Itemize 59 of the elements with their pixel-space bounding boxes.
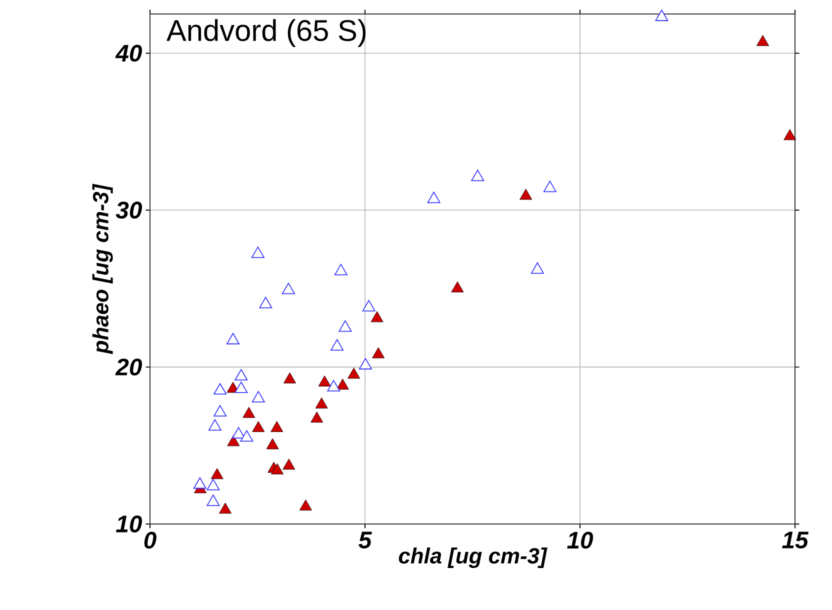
- point: [334, 264, 348, 276]
- point: [372, 347, 385, 358]
- point: [756, 35, 770, 46]
- point: [251, 246, 264, 258]
- point: [330, 339, 344, 351]
- point: [282, 458, 296, 470]
- x-axis-title: chla [ug cm-3]: [398, 548, 548, 568]
- point: [214, 383, 227, 395]
- point: [348, 368, 360, 379]
- point: [240, 430, 254, 442]
- x-tick-label: 10: [567, 532, 594, 549]
- point: [219, 502, 232, 514]
- x-tick-label: 15: [782, 532, 809, 548]
- point: [206, 494, 220, 506]
- x-tick-label: 5: [358, 532, 372, 548]
- point: [315, 398, 328, 408]
- point: [284, 372, 296, 384]
- point: [252, 390, 265, 402]
- point: [451, 281, 464, 292]
- point: [252, 421, 265, 432]
- point: [310, 412, 324, 423]
- x-tick-label: 0: [144, 532, 156, 549]
- y-tick-label: 40: [115, 44, 142, 62]
- point: [784, 129, 796, 140]
- point: [471, 170, 484, 182]
- point: [370, 311, 384, 322]
- point: [543, 180, 556, 192]
- point: [208, 419, 222, 431]
- point: [214, 405, 227, 417]
- point: [271, 463, 284, 474]
- point: [655, 10, 668, 22]
- point: [270, 421, 284, 432]
- point: [427, 192, 440, 204]
- point: [318, 376, 331, 386]
- point: [232, 427, 246, 438]
- point: [259, 296, 272, 308]
- point: [336, 378, 349, 390]
- y-tick-label: 30: [116, 202, 142, 219]
- point: [242, 406, 256, 418]
- point: [210, 468, 224, 480]
- y-axis-title: phaeo [ug cm-3]: [92, 184, 113, 354]
- point: [206, 478, 220, 490]
- point: [530, 262, 544, 274]
- y-tick-label: 20: [115, 358, 142, 376]
- point: [520, 188, 532, 200]
- point: [234, 382, 248, 393]
- point: [266, 438, 279, 450]
- point: [358, 358, 372, 370]
- point: [227, 435, 240, 446]
- point: [282, 282, 295, 294]
- point: [234, 369, 248, 380]
- y-tick-label: 10: [116, 516, 142, 532]
- point: [327, 380, 340, 392]
- chart-title: Andvord (65 S): [166, 19, 366, 48]
- point: [362, 300, 376, 312]
- point: [338, 320, 352, 332]
- point: [193, 477, 206, 489]
- point: [299, 500, 312, 510]
- point: [226, 332, 240, 344]
